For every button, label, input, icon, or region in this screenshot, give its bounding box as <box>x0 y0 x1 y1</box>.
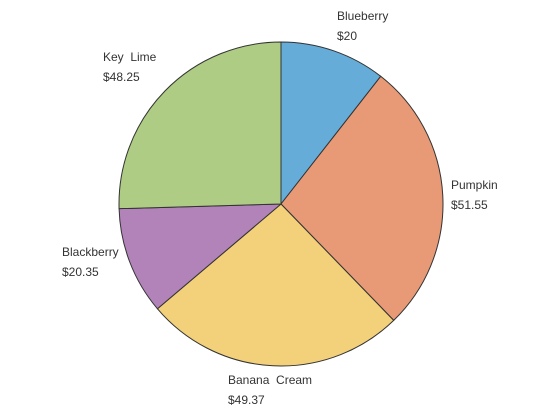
slice-label-value-pumpkin: $51.55 <box>451 198 488 212</box>
slice-label-value-banana-cream: $49.37 <box>228 393 265 407</box>
pie-labels: Blueberry $20 Pumpkin $51.55 Banana Cream $49… <box>62 9 498 407</box>
pie-slice-blueberry <box>280 41 382 205</box>
slice-label-name-banana-cream: Banana Cream <box>228 373 312 387</box>
pie-slice-banana-cream <box>156 203 395 367</box>
slice-label-name-blackberry: Blackberry <box>62 245 119 259</box>
pie-slice-pumpkin <box>280 75 444 321</box>
pie-slice-key-lime <box>118 41 282 210</box>
slice-label-name-key-lime: Key Lime <box>103 50 157 64</box>
slice-label-name-pumpkin: Pumpkin <box>451 178 498 192</box>
slice-label-name-blueberry: Blueberry <box>337 9 388 23</box>
pie-slice-blackberry <box>118 203 282 310</box>
pie-slices <box>118 41 444 367</box>
slice-label-value-blackberry: $20.35 <box>62 265 99 279</box>
slice-label-value-key-lime: $48.25 <box>103 70 140 84</box>
slice-label-value-blueberry: $20 <box>337 29 357 43</box>
